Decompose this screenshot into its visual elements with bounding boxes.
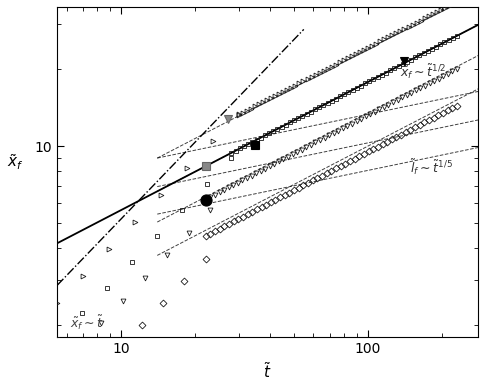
Text: $\tilde{x}_f \sim \tilde{t}^{1/2}$: $\tilde{x}_f \sim \tilde{t}^{1/2}$: [399, 63, 445, 81]
Y-axis label: $\tilde{x}_f$: $\tilde{x}_f$: [7, 152, 24, 172]
X-axis label: $\tilde{t}$: $\tilde{t}$: [263, 361, 272, 381]
Text: $\tilde{x}_f \sim \tilde{t}$: $\tilde{x}_f \sim \tilde{t}$: [70, 313, 104, 331]
Text: $\tilde{l}_f \sim \tilde{t}^{1/5}$: $\tilde{l}_f \sim \tilde{t}^{1/5}$: [409, 157, 452, 177]
